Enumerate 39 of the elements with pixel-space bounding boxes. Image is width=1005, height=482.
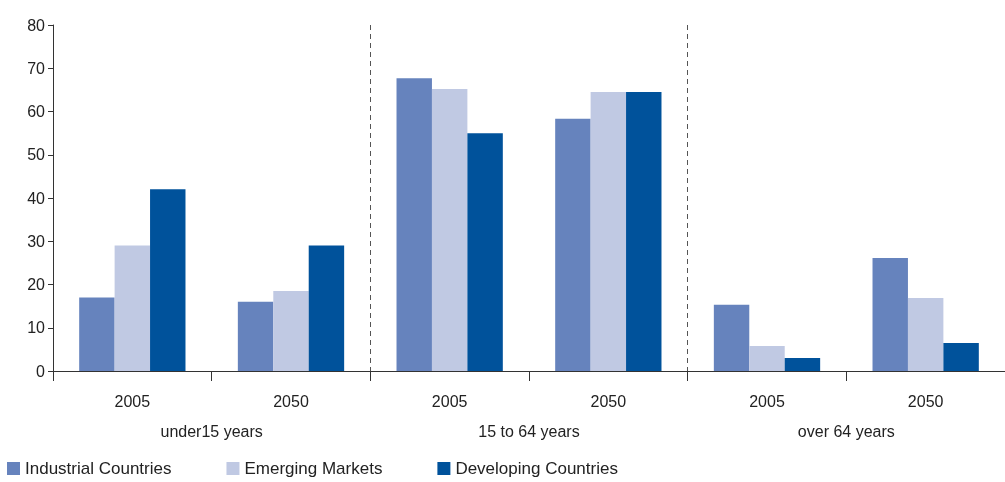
y-tick-label: 0 <box>36 362 46 380</box>
bar <box>626 92 662 371</box>
bar <box>749 345 785 371</box>
bar <box>943 342 979 371</box>
x-tick-label: 2050 <box>907 392 944 410</box>
bar <box>784 358 821 371</box>
bar <box>872 258 908 371</box>
bar <box>396 78 432 371</box>
y-tick-label: 60 <box>27 103 46 120</box>
x-tick-label: 2050 <box>273 392 309 410</box>
bar <box>555 118 591 371</box>
text: under15 years <box>160 422 263 440</box>
y-tick-label: 50 <box>27 146 46 164</box>
legend-label: Developing Countries <box>455 459 618 478</box>
x-tick-label: 2005 <box>431 392 468 410</box>
bar <box>150 189 186 371</box>
text: 15 to 64 years <box>478 422 580 440</box>
bar <box>114 245 151 371</box>
y-tick-label: 70 <box>27 59 46 77</box>
bar <box>431 89 468 371</box>
legend-label: Emerging Markets <box>244 459 383 478</box>
bar <box>467 133 503 371</box>
y-tick-label: 10 <box>27 319 46 337</box>
x-tick-label: 2005 <box>114 392 151 410</box>
bar <box>590 92 627 371</box>
bar <box>308 245 345 371</box>
y-tick-label: 40 <box>27 189 46 207</box>
text: over 64 years <box>797 422 895 440</box>
bar <box>713 304 750 371</box>
x-tick-label: 2005 <box>749 392 785 410</box>
bar <box>79 297 115 371</box>
y-tick-label: 80 <box>27 16 46 34</box>
legend-label: Industrial Countries <box>25 459 172 478</box>
bar <box>237 301 274 371</box>
x-tick-label: 2050 <box>590 392 627 410</box>
bar <box>273 290 309 371</box>
y-tick-label: 20 <box>27 276 46 293</box>
y-tick-label: 30 <box>27 232 46 250</box>
bar <box>907 297 944 371</box>
